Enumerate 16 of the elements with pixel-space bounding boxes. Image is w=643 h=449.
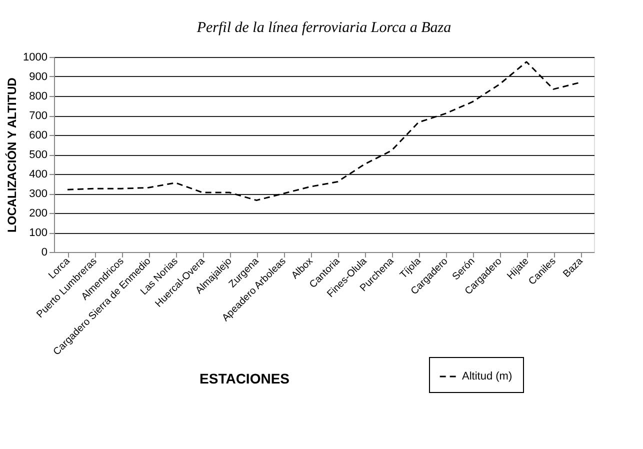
x-axis-title: ESTACIONES bbox=[200, 370, 290, 386]
y-tick-label: 1000 bbox=[23, 52, 48, 64]
y-tick-label: 500 bbox=[29, 149, 48, 161]
y-tick-label: 700 bbox=[29, 110, 48, 122]
y-tick-label: 100 bbox=[29, 227, 48, 239]
y-tick-label: 600 bbox=[29, 130, 48, 142]
y-tick-label: 900 bbox=[29, 71, 48, 83]
y-tick-label: 200 bbox=[29, 208, 48, 220]
chart-title: Perfil de la línea ferroviaria Lorca a Baza bbox=[196, 20, 452, 36]
legend-label: Altitud (m) bbox=[462, 370, 512, 382]
y-tick-label: 0 bbox=[41, 246, 48, 258]
y-axis-title: LOCALIZACIÓN Y ALTITUD bbox=[5, 77, 20, 232]
y-tick-label: 400 bbox=[29, 168, 48, 180]
line-series bbox=[66, 61, 582, 202]
y-tick-label: 800 bbox=[29, 90, 48, 102]
y-tick-label: 300 bbox=[29, 188, 48, 200]
